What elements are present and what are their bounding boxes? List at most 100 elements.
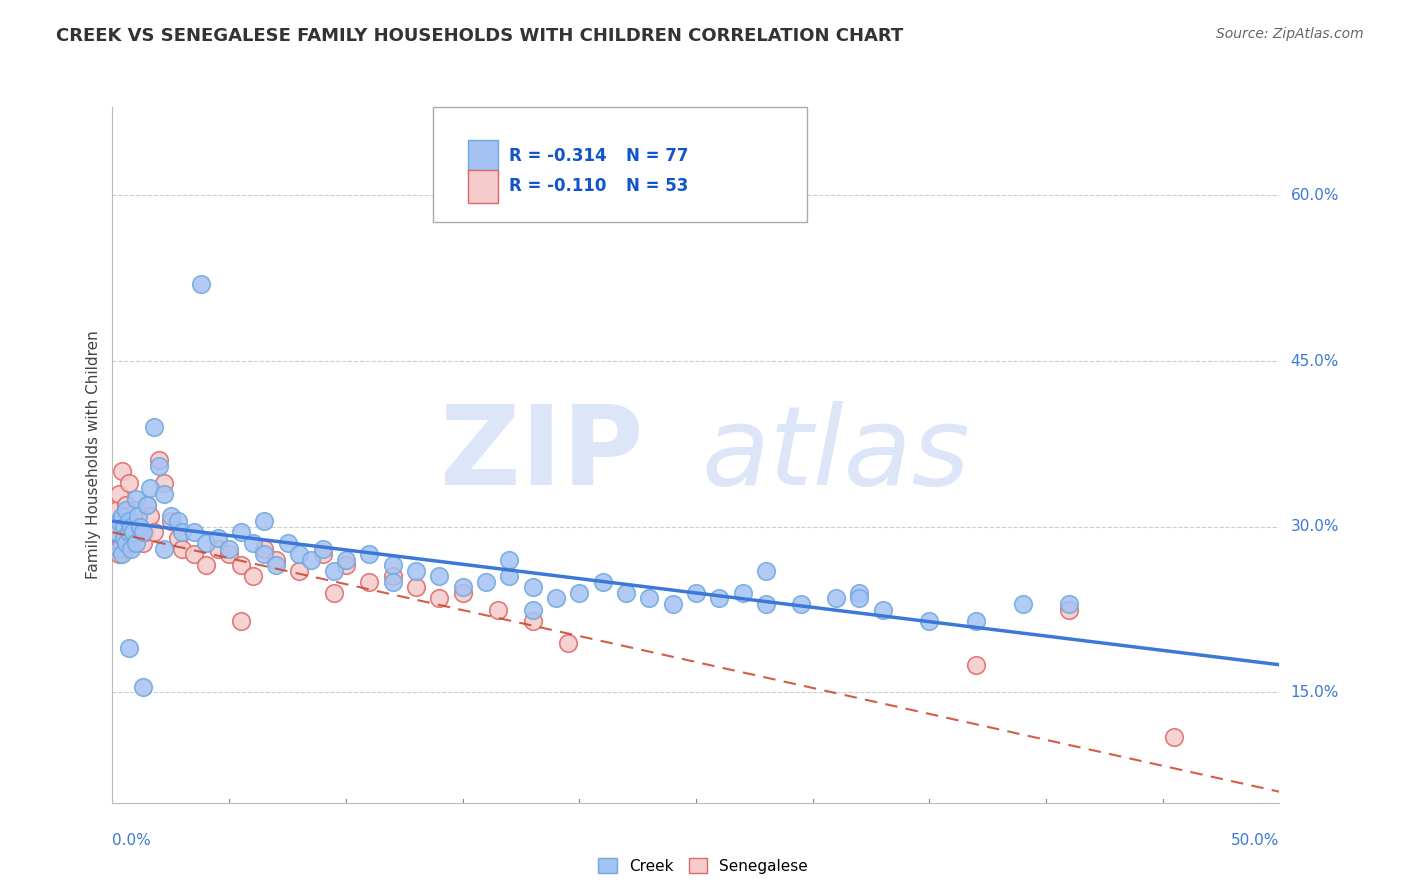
Text: 0.0%: 0.0% [112, 833, 152, 848]
Senegalese [127, 525, 149, 540]
Creek [111, 508, 134, 523]
Creek [136, 498, 159, 512]
Senegalese [311, 547, 333, 561]
Creek [139, 481, 162, 495]
Senegalese [129, 519, 152, 533]
Senegalese [108, 486, 131, 500]
Creek [592, 574, 614, 589]
Creek [299, 553, 322, 567]
Creek [661, 597, 683, 611]
Senegalese [148, 453, 170, 467]
Creek [153, 541, 176, 556]
Creek [118, 514, 141, 528]
Senegalese [486, 602, 509, 616]
Creek [568, 586, 591, 600]
Text: 30.0%: 30.0% [1291, 519, 1339, 534]
Creek [111, 547, 134, 561]
Creek [848, 591, 870, 606]
Creek [427, 569, 450, 583]
Senegalese [134, 525, 156, 540]
Senegalese [522, 614, 544, 628]
Creek [166, 514, 188, 528]
Creek [190, 277, 212, 291]
Creek [172, 525, 194, 540]
Senegalese [160, 514, 183, 528]
Senegalese [105, 503, 128, 517]
Senegalese [120, 519, 142, 533]
Creek [118, 641, 141, 656]
Creek [112, 519, 135, 533]
Senegalese [108, 547, 131, 561]
Senegalese [359, 574, 381, 589]
Creek [118, 525, 141, 540]
Senegalese [218, 547, 240, 561]
Creek [229, 525, 252, 540]
Senegalese [112, 531, 135, 545]
Senegalese [153, 475, 176, 490]
Creek [276, 536, 298, 550]
Senegalese [335, 558, 357, 573]
Text: R = -0.314: R = -0.314 [509, 147, 607, 165]
Creek [120, 519, 142, 533]
Senegalese [229, 614, 252, 628]
Creek [311, 541, 333, 556]
Text: 15.0%: 15.0% [1291, 685, 1339, 700]
Senegalese [118, 475, 141, 490]
Senegalese [323, 586, 346, 600]
Creek [143, 420, 166, 434]
Senegalese [264, 553, 287, 567]
Senegalese [115, 541, 138, 556]
Creek [790, 597, 813, 611]
Creek [755, 597, 778, 611]
Creek [132, 525, 155, 540]
Creek [183, 525, 205, 540]
Creek [381, 574, 404, 589]
Text: 60.0%: 60.0% [1291, 188, 1339, 202]
Creek [918, 614, 941, 628]
Senegalese [166, 531, 188, 545]
Creek [108, 541, 131, 556]
Senegalese [132, 536, 155, 550]
Creek [112, 531, 135, 545]
Creek [522, 581, 544, 595]
Legend: Creek, Senegalese: Creek, Senegalese [592, 852, 814, 880]
Creek [755, 564, 778, 578]
Creek [108, 514, 131, 528]
Text: atlas: atlas [702, 401, 970, 508]
Senegalese [242, 569, 264, 583]
Text: ZIP: ZIP [440, 401, 644, 508]
Creek [122, 525, 145, 540]
Senegalese [253, 541, 276, 556]
Senegalese [288, 564, 311, 578]
Text: N = 53: N = 53 [626, 178, 689, 195]
Text: R = -0.110: R = -0.110 [509, 178, 606, 195]
Senegalese [139, 508, 162, 523]
Senegalese [172, 541, 194, 556]
Creek [405, 564, 427, 578]
Senegalese [105, 541, 128, 556]
Creek [242, 536, 264, 550]
Senegalese [207, 541, 229, 556]
Senegalese [405, 581, 427, 595]
Creek [638, 591, 661, 606]
Senegalese [136, 498, 159, 512]
Creek [731, 586, 754, 600]
Creek [132, 680, 155, 694]
Creek [965, 614, 987, 628]
Senegalese [120, 536, 142, 550]
Creek [253, 514, 276, 528]
Senegalese [125, 503, 148, 517]
Creek [825, 591, 848, 606]
Creek [153, 486, 176, 500]
Creek [120, 541, 142, 556]
Creek [125, 536, 148, 550]
Creek [451, 581, 474, 595]
FancyBboxPatch shape [468, 140, 498, 173]
Senegalese [451, 586, 474, 600]
Creek [105, 525, 128, 540]
Y-axis label: Family Households with Children: Family Households with Children [86, 331, 101, 579]
Text: CREEK VS SENEGALESE FAMILY HOUSEHOLDS WITH CHILDREN CORRELATION CHART: CREEK VS SENEGALESE FAMILY HOUSEHOLDS WI… [56, 27, 904, 45]
Senegalese [557, 635, 579, 649]
Text: 50.0%: 50.0% [1232, 833, 1279, 848]
Creek [359, 547, 381, 561]
